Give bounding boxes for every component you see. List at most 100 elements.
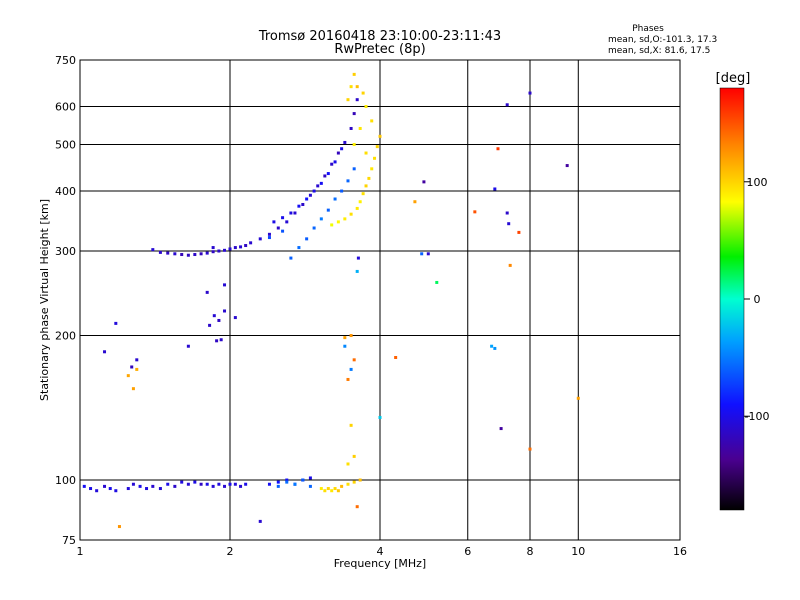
data-point	[151, 248, 155, 252]
data-point	[493, 346, 497, 350]
data-point	[435, 280, 439, 284]
data-point	[319, 181, 323, 185]
data-point	[233, 316, 237, 320]
data-point	[199, 252, 203, 256]
data-point	[223, 283, 227, 287]
data-point	[426, 252, 430, 256]
legend-line-o: mean, sd,O:-101.3, 17.3	[608, 35, 717, 45]
data-point	[576, 396, 580, 400]
data-point	[352, 143, 356, 147]
data-point	[186, 482, 190, 486]
data-point	[340, 147, 344, 151]
data-point	[211, 484, 215, 488]
data-point	[211, 246, 215, 250]
data-point	[180, 253, 184, 257]
y-tick-label: 750	[55, 54, 76, 67]
data-point	[346, 482, 350, 486]
data-point	[223, 248, 227, 252]
data-point	[166, 482, 170, 486]
data-point	[272, 220, 276, 224]
data-point	[285, 478, 289, 482]
data-point	[343, 336, 347, 340]
data-point	[330, 489, 334, 493]
data-point	[394, 355, 398, 359]
data-points	[82, 72, 580, 529]
data-point	[228, 247, 232, 251]
data-point	[343, 140, 347, 144]
data-point	[349, 423, 353, 427]
data-point	[352, 454, 356, 458]
colorbar-tick-label: 0	[754, 293, 761, 306]
data-point	[355, 505, 359, 509]
data-point	[508, 263, 512, 267]
data-point	[114, 321, 118, 325]
data-point	[267, 232, 271, 236]
data-point	[326, 487, 330, 491]
data-point	[301, 478, 305, 482]
data-point	[370, 119, 374, 123]
data-point	[281, 229, 285, 233]
data-point	[349, 85, 353, 89]
x-tick-label: 10	[571, 545, 585, 558]
data-point	[340, 484, 344, 488]
data-point	[215, 339, 219, 343]
data-point	[126, 374, 130, 378]
y-tick-label: 100	[55, 474, 76, 487]
data-point	[349, 126, 353, 130]
x-tick-label: 4	[377, 545, 384, 558]
data-point	[228, 482, 232, 486]
data-point	[217, 249, 221, 253]
data-point	[223, 309, 227, 313]
chart-title: Tromsø 20160418 23:10:00-23:11:43	[258, 29, 501, 44]
data-point	[517, 230, 521, 234]
data-point	[349, 334, 353, 338]
data-point	[205, 482, 209, 486]
data-point	[473, 210, 477, 214]
data-point	[340, 189, 344, 193]
data-point	[370, 167, 374, 171]
data-point	[499, 427, 503, 431]
data-point	[205, 251, 209, 255]
data-point	[352, 480, 356, 484]
data-point	[258, 237, 262, 241]
data-point	[131, 387, 135, 391]
data-point	[364, 184, 368, 188]
data-point	[301, 202, 305, 206]
data-point	[145, 487, 149, 491]
data-point	[355, 85, 359, 89]
data-point	[205, 290, 209, 294]
x-tick-label: 16	[673, 545, 687, 558]
data-point	[361, 192, 365, 196]
data-point	[355, 206, 359, 210]
data-point	[285, 480, 289, 484]
data-point	[319, 487, 323, 491]
data-point	[208, 323, 212, 327]
data-point	[158, 250, 162, 254]
data-point	[343, 217, 347, 221]
data-point	[333, 160, 337, 164]
colorbar-tick-label: -100	[745, 410, 770, 423]
data-point	[496, 147, 500, 151]
y-tick-label: 500	[55, 139, 76, 152]
data-point	[212, 314, 216, 318]
data-point	[346, 377, 350, 381]
data-point	[276, 484, 280, 488]
data-point	[186, 253, 190, 257]
data-point	[199, 482, 203, 486]
data-point	[297, 246, 301, 250]
data-point	[352, 167, 356, 171]
data-point	[103, 484, 107, 488]
colorbar-ticks: 100 0 -100	[744, 176, 769, 423]
data-point	[364, 151, 368, 155]
x-tick-labels: 1 2 4 6 8 10 16	[77, 545, 688, 558]
data-point	[305, 197, 309, 201]
data-point	[349, 367, 353, 371]
y-axis-label: Stationary phase Virtual Height [km]	[38, 199, 51, 401]
data-point	[507, 222, 511, 226]
data-point	[108, 487, 112, 491]
data-point	[378, 415, 382, 419]
data-point	[293, 211, 297, 215]
data-point	[267, 482, 271, 486]
y-tick-label: 200	[55, 330, 76, 343]
